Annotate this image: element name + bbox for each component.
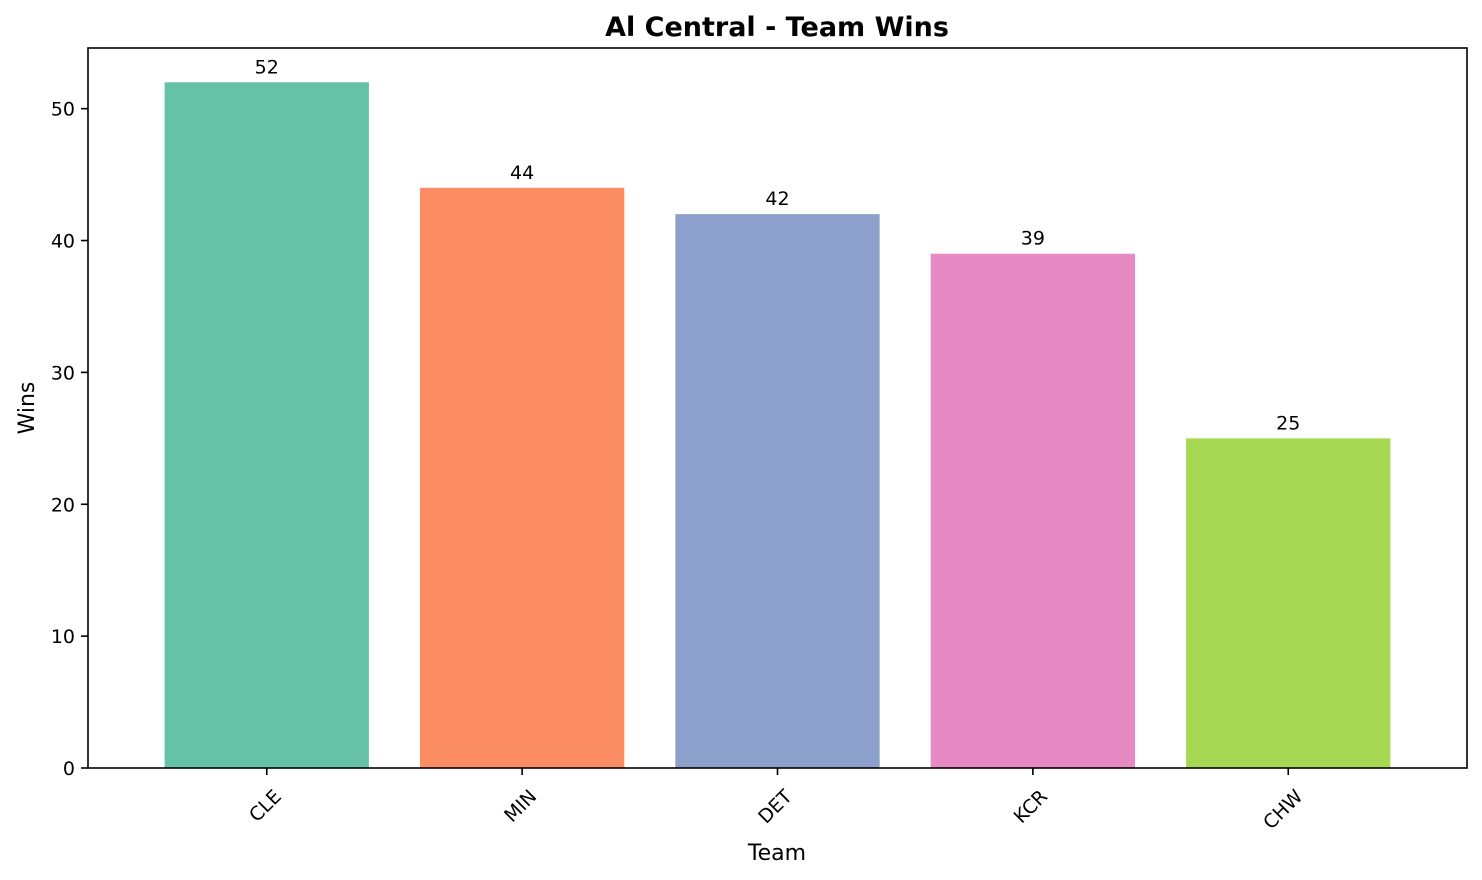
y-tick-label-50: 50 bbox=[51, 99, 75, 121]
bar-cle bbox=[164, 82, 369, 769]
bar-chw bbox=[1186, 438, 1391, 768]
data-label-cle: 52 bbox=[255, 56, 279, 78]
y-tick-label-20: 20 bbox=[51, 494, 75, 516]
x-tick-label-chw: CHW bbox=[1259, 785, 1307, 833]
y-tick-label-0: 0 bbox=[63, 758, 75, 780]
x-tick-label-kcr: KCR bbox=[1010, 786, 1052, 828]
chart-title: Al Central - Team Wins bbox=[605, 12, 949, 43]
y-tick-label-40: 40 bbox=[51, 231, 75, 253]
data-label-det: 42 bbox=[765, 188, 789, 210]
x-tick-label-cle: CLE bbox=[245, 786, 286, 827]
bar-kcr bbox=[930, 253, 1136, 768]
data-label-chw: 25 bbox=[1276, 412, 1300, 434]
axes-frame bbox=[87, 47, 1468, 769]
data-label-min: 44 bbox=[510, 162, 534, 184]
bar-min bbox=[419, 187, 625, 768]
y-tick-label-30: 30 bbox=[51, 362, 75, 384]
y-tick-label-10: 10 bbox=[51, 626, 75, 648]
x-tick-label-min: MIN bbox=[500, 786, 541, 827]
y-axis-label: Wins bbox=[15, 382, 40, 435]
data-label-kcr: 39 bbox=[1021, 228, 1045, 250]
bar-det bbox=[675, 214, 880, 769]
plot-area: 52 CLE 44 MIN 42 DET 39 KCR 25 CHW 0 10 20 30 40 50 bbox=[51, 47, 1468, 834]
x-axis-label: Team bbox=[747, 841, 806, 866]
x-tick-label-det: DET bbox=[754, 785, 797, 828]
